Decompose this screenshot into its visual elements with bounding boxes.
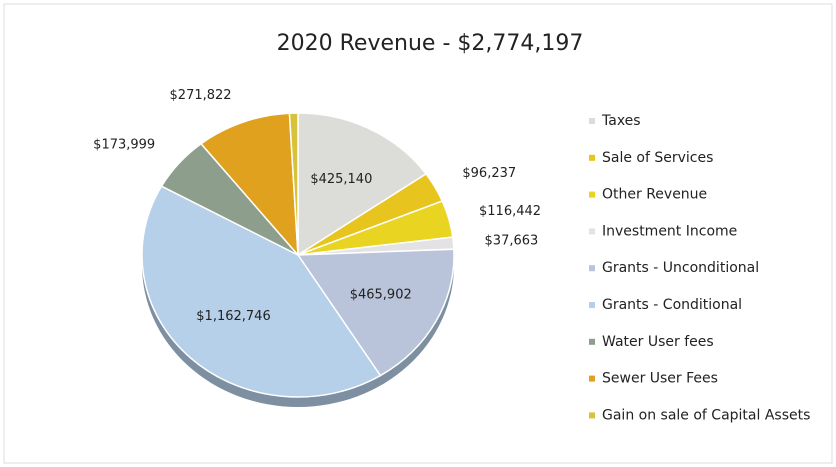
legend-swatch: [589, 154, 595, 161]
legend-label: Investment Income: [602, 223, 737, 239]
legend-label: Other Revenue: [602, 187, 707, 203]
data-label: $425,140: [310, 172, 372, 187]
pie-slice: [141, 185, 382, 398]
legend-label: Taxes: [601, 113, 641, 129]
legend-label: Grants - Unconditional: [602, 260, 759, 276]
data-label: $173,999: [93, 137, 155, 152]
legend-label: Gain on sale of Capital Assets: [602, 407, 810, 423]
pie-slice: [199, 112, 299, 258]
data-label: $465,902: [350, 287, 412, 302]
pie-slice: [297, 112, 428, 257]
legend-swatch: [589, 412, 595, 419]
data-label: $1,162,746: [196, 309, 270, 324]
legend-swatch: [589, 302, 595, 308]
legend-swatch: [589, 375, 595, 382]
legend-swatch: [589, 228, 595, 235]
data-label: $116,442: [479, 204, 541, 219]
chart-title: 2020 Revenue - $2,774,197: [277, 31, 584, 56]
legend-label: Water User fees: [602, 334, 714, 350]
legend-swatch: [589, 338, 595, 345]
legend-swatch: [589, 118, 595, 124]
legend-label: Grants - Conditional: [602, 297, 742, 313]
legend-label: Sale of Services: [602, 150, 713, 166]
data-label: $271,822: [170, 88, 232, 103]
pie-slice: [288, 112, 299, 256]
legend-label: Sewer User Fees: [602, 371, 718, 387]
pie-slice: [296, 248, 455, 377]
data-label: $96,237: [462, 166, 516, 181]
legend-swatch: [589, 191, 595, 198]
data-label: $37,663: [485, 233, 539, 248]
legend-swatch: [589, 265, 595, 272]
